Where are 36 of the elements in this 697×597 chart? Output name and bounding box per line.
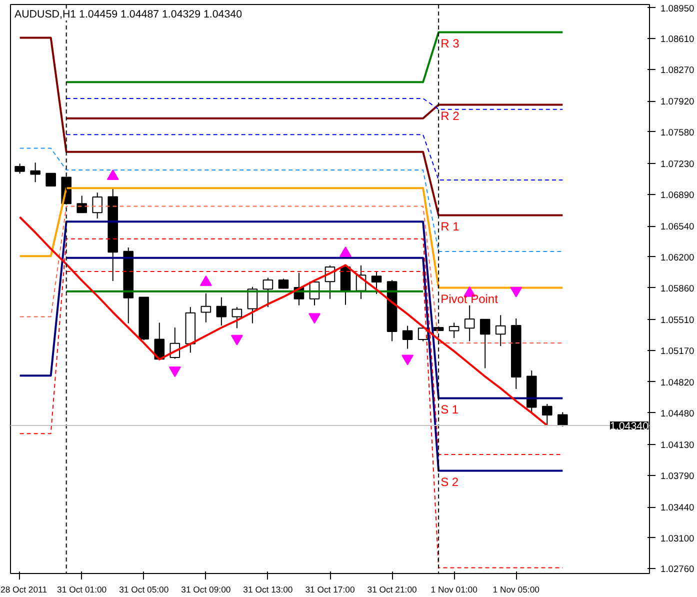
y-tick-label: 1.08610 — [660, 34, 694, 44]
annotation: S 2 — [440, 474, 459, 489]
y-tick-label: 1.08270 — [660, 64, 694, 75]
annotation: Pivot Point — [440, 292, 499, 306]
annotation: R 3 — [440, 36, 460, 50]
x-tick-label: 1 Nov 01:00 — [430, 584, 478, 594]
y-tick-label: 1.03100 — [660, 533, 694, 544]
y-tick-label: 1.03440 — [660, 502, 694, 513]
y-tick-label: 1.05170 — [660, 346, 694, 356]
y-tick-label: 1.06540 — [660, 222, 694, 232]
y-tick-label: 1.08950 — [660, 3, 694, 14]
x-tick-label: 31 Oct 21:00 — [367, 584, 418, 594]
y-tick-label: 1.04820 — [660, 377, 694, 388]
y-tick-label: 1.05510 — [660, 314, 694, 325]
y-tick-label: 1.07580 — [660, 127, 694, 138]
x-tick-label: 31 Oct 05:00 — [119, 584, 169, 594]
y-tick-label: 1.07920 — [660, 96, 694, 107]
annotation: S 1 — [440, 402, 459, 416]
x-tick-label: 31 Oct 09:00 — [181, 584, 231, 594]
x-tick-label: 31 Oct 17:00 — [305, 584, 355, 594]
y-tick-label: 1.05860 — [660, 283, 694, 294]
y-tick-label: 1.07230 — [660, 159, 694, 170]
y-tick-label: 1.04480 — [660, 408, 694, 418]
y-tick-label: 1.06890 — [660, 190, 694, 200]
x-tick-label: 28 Oct 2011 — [0, 584, 48, 594]
y-tick-label: 1.04130 — [660, 440, 694, 450]
x-tick-label: 1 Nov 05:00 — [492, 584, 540, 594]
chart-title: AUDUSD,H1 1.04459 1.04487 1.04329 1.04340 — [14, 8, 242, 20]
x-tick-label: 31 Oct 01:00 — [57, 584, 107, 594]
x-tick-label: 31 Oct 13:00 — [243, 584, 293, 594]
y-tick-label: 1.02760 — [660, 564, 694, 574]
annotation: R 1 — [440, 219, 460, 234]
y-tick-label: 1.06200 — [660, 252, 694, 262]
ref-line-label: 1.04340 — [610, 420, 649, 432]
annotation: R 2 — [440, 108, 460, 123]
y-tick-label: 1.03790 — [660, 470, 694, 481]
